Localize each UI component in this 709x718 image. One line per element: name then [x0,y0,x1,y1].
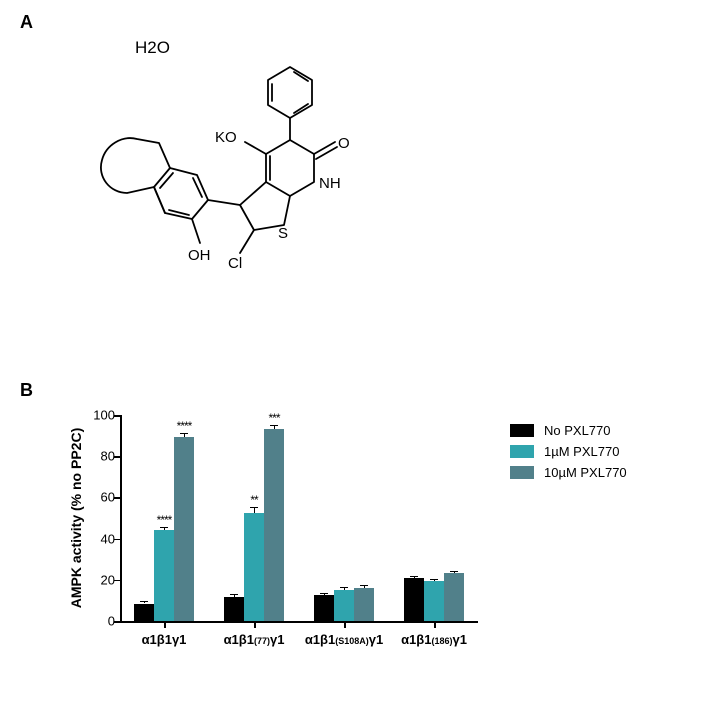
legend-item: 1µM PXL770 [510,444,627,459]
y-tick [114,497,121,499]
legend-item: No PXL770 [510,423,627,438]
bar [354,588,374,621]
error-cap [320,593,328,594]
error-cap [140,601,148,602]
y-tick [114,621,121,623]
legend-label: No PXL770 [544,423,611,438]
legend-item: 10µM PXL770 [510,465,627,480]
y-tick [114,580,121,582]
bar [444,573,464,621]
x-axis-line [120,621,478,623]
significance-marker: ** [250,493,257,507]
x-group-label: α1β1(77)γ1 [224,632,285,647]
x-tick [254,622,256,628]
legend-swatch [510,445,534,458]
error-cap [430,579,438,580]
bar [314,595,334,621]
error-cap [270,425,278,426]
x-group-label: α1β1(186)γ1 [401,632,467,647]
legend-label: 1µM PXL770 [544,444,619,459]
error-cap [250,507,258,508]
svg-text:KO: KO [215,129,237,146]
svg-text:Cl: Cl [228,255,242,272]
y-tick [114,456,121,458]
bar [224,597,244,621]
y-tick-label: 60 [101,490,115,505]
significance-marker: **** [177,419,192,433]
x-tick [344,622,346,628]
chart-legend: No PXL770 1µM PXL770 10µM PXL770 [510,423,627,486]
bar [154,530,174,621]
bar [264,429,284,621]
y-tick-label: 20 [101,572,115,587]
y-axis-title: AMPK activity (% no PP2C) [68,428,84,608]
chemical-structure-diagram: O NH KO S Cl OH [32,65,382,300]
bar [174,437,194,621]
svg-text:OH: OH [188,247,211,264]
compound-label: H2O [135,38,170,58]
bar [334,590,354,621]
x-group-label: α1β1γ1 [142,632,187,647]
significance-marker: **** [157,513,172,527]
error-cap [360,585,368,586]
error-cap [410,576,418,577]
bar [134,604,154,622]
x-group-label: α1β1(S108A)γ1 [305,632,383,647]
error-cap [160,527,168,528]
bar-chart: AMPK activity (% no PP2C) 020406080100 *… [62,415,477,665]
svg-text:NH: NH [319,175,341,192]
bar [424,581,444,621]
y-axis-line [120,415,122,622]
panel-a-label: A [20,12,33,33]
y-tick [114,539,121,541]
legend-swatch [510,466,534,479]
error-cap [230,594,238,595]
y-tick [114,415,121,417]
legend-swatch [510,424,534,437]
y-tick-label: 40 [101,531,115,546]
svg-text:S: S [278,225,288,242]
y-tick-label: 100 [93,408,115,423]
error-cap [340,587,348,588]
bar [244,513,264,621]
y-tick-label: 80 [101,449,115,464]
y-tick-label: 0 [108,614,115,629]
panel-b-label: B [20,380,33,401]
error-cap [450,571,458,572]
error-cap [180,433,188,434]
x-tick [434,622,436,628]
svg-text:O: O [338,135,350,152]
significance-marker: *** [268,411,279,425]
bar [404,578,424,621]
legend-label: 10µM PXL770 [544,465,627,480]
x-tick [164,622,166,628]
